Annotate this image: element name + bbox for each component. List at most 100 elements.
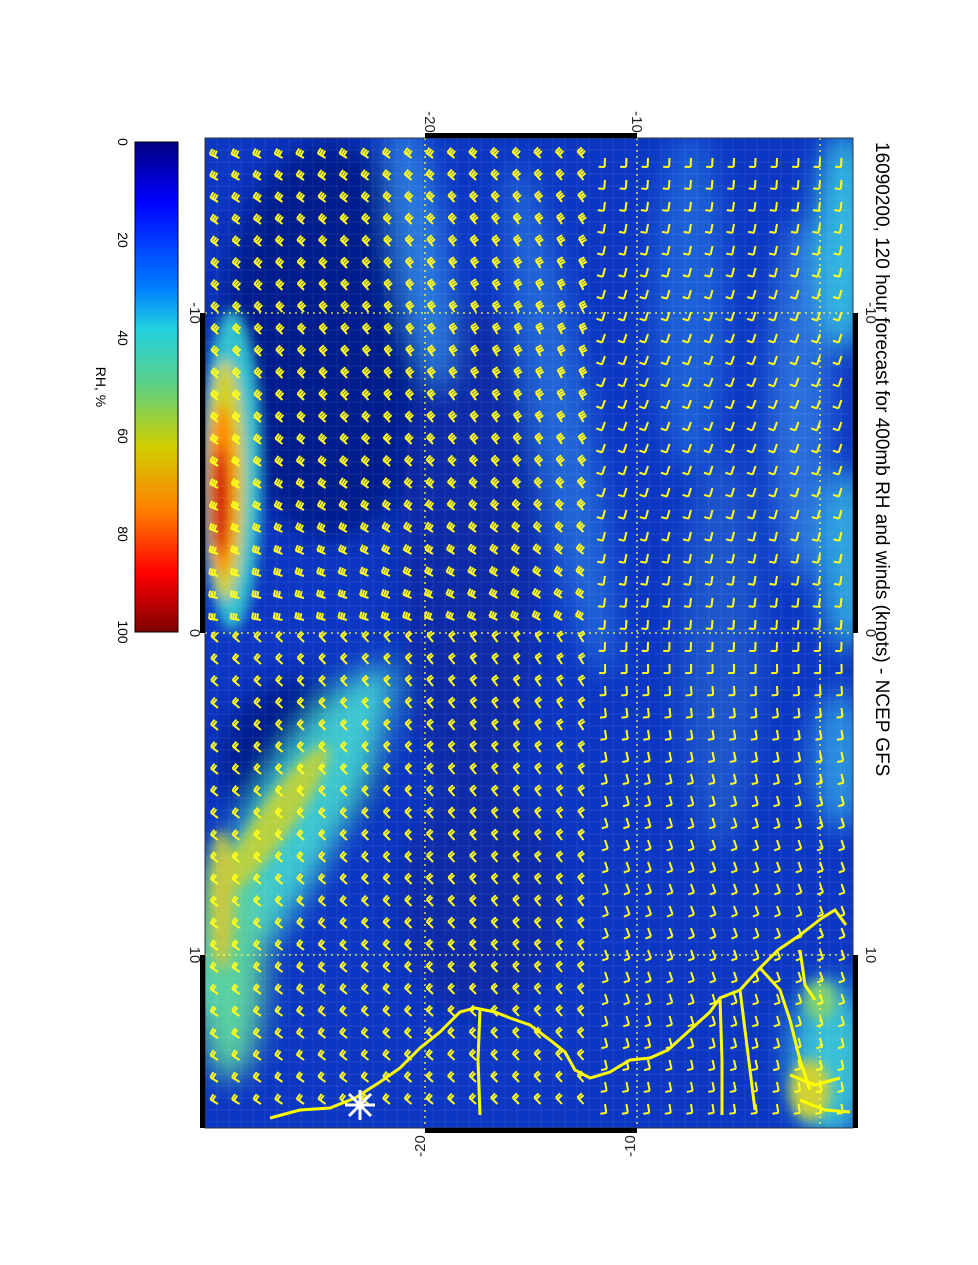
wind-barb [773,1037,781,1050]
wind-barb [553,565,563,577]
wind-barb [209,191,219,203]
wind-barb [556,344,566,357]
wind-barb [318,696,327,709]
wind-barb [231,917,241,929]
wind-barb [554,146,565,159]
wind-barb [709,905,717,918]
wind-barb [491,674,499,687]
wind-barb [704,575,714,586]
wind-barb [209,895,219,907]
wind-barb [360,455,371,467]
wind-barb [556,366,566,379]
wind-barb [447,410,458,423]
wind-barb [317,1071,327,1083]
wind-barb [383,322,393,335]
wind-barb [273,522,283,533]
wind-barb [835,663,843,675]
wind-barb [425,960,434,973]
wind-barb [253,630,262,643]
wind-barb [296,630,305,643]
wind-barb [533,916,542,929]
wind-barb [403,521,413,533]
wind-barb [576,1026,585,1039]
wind-barb [317,212,328,225]
wind-barb [747,531,757,542]
wind-barb [596,531,606,542]
wind-barb [512,190,522,203]
wind-barb [709,927,717,940]
wind-barb [318,410,328,423]
wind-barb [469,454,479,467]
wind-barb [556,322,566,335]
wind-barb [295,1093,305,1105]
wind-barb [317,872,327,885]
wind-barb [838,839,846,852]
wind-barb [209,478,219,489]
wind-barb [338,522,348,533]
wind-barb [746,399,757,410]
wind-barb [210,344,220,357]
wind-barb [816,1037,824,1050]
wind-barb [576,168,587,181]
wind-barb [832,289,843,300]
wind-barb [644,1037,652,1050]
wind-barb [296,762,305,775]
wind-barb [209,1027,219,1039]
wind-barb [812,553,821,564]
wind-barb [577,828,586,841]
wind-barb [682,531,692,542]
wind-barb [639,355,649,366]
wind-barb [403,477,413,489]
wind-barb [404,960,413,973]
wind-barb [814,685,822,697]
wind-barb [534,630,543,643]
wind-barb [833,553,843,564]
wind-barb [811,267,821,278]
wind-barb [688,883,695,896]
wind-barb [209,170,219,181]
wind-barb [294,544,305,555]
wind-barb [682,311,692,322]
wind-barb [834,179,843,190]
wind-barb [447,1026,456,1039]
wind-barb [340,630,348,643]
wind-barb [768,289,778,300]
wind-barb [623,817,631,830]
wind-barb [836,707,844,719]
wind-barb [771,707,779,719]
wind-barb [618,223,628,234]
wind-barb [253,256,263,269]
wind-barb [383,718,391,731]
wind-barb [730,1015,738,1028]
wind-barb [318,234,328,247]
wind-barb [747,553,757,564]
wind-barb [425,1004,434,1017]
wind-barb [686,1081,694,1093]
wind-barb [210,652,219,665]
wind-barb [534,212,544,225]
wind-barb [425,1026,434,1039]
wind-barb [425,1048,434,1061]
wind-barb [318,344,328,357]
wind-barb [447,784,456,797]
wind-barb [231,873,241,885]
wind-barb [469,894,477,907]
wind-barb [253,674,262,687]
right-tick-2: 10 [862,947,879,964]
wind-barb [297,300,307,313]
wind-barb [209,1093,219,1105]
wind-barb [687,1015,695,1028]
wind-barb [295,191,306,203]
wind-barb [253,740,262,753]
wind-barb [403,147,413,159]
wind-barb [297,344,307,357]
wind-barb [468,1092,477,1105]
wind-barb [642,685,650,697]
wind-barb [645,905,653,918]
wind-barb [706,157,714,168]
wind-barb [749,157,757,168]
wind-barb [576,146,586,159]
wind-barb [727,641,735,652]
wind-barb [404,762,413,775]
wind-barb [468,499,478,511]
